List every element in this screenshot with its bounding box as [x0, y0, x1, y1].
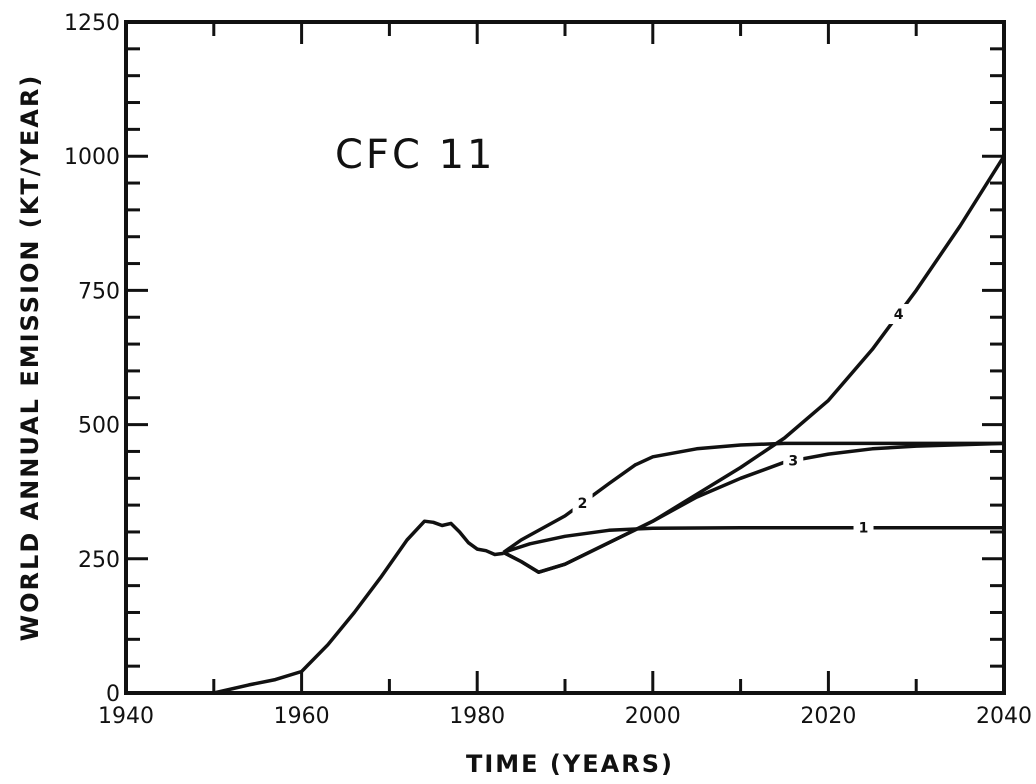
axis-ticks — [124, 20, 1006, 695]
y-tick-labels: 0 250 500 750 1000 1250 — [64, 11, 120, 707]
x-tick-label: 2020 — [800, 704, 856, 729]
historical-line — [213, 519, 504, 695]
y-axis-title: WORLD ANNUAL EMISSION (KT/YEAR) — [16, 74, 44, 642]
series-label-gap — [572, 492, 593, 513]
series-line-2 — [502, 441, 1004, 554]
x-tick-label: 2000 — [625, 704, 681, 729]
series-label-gap — [888, 304, 909, 325]
x-tick-labels: 1940 1960 1980 2000 2020 2040 — [98, 704, 1032, 729]
x-tick-label: 1940 — [98, 704, 154, 729]
series-label-gap — [853, 517, 874, 538]
x-tick-label: 1960 — [274, 704, 330, 729]
x-axis-title: TIME (YEARS) — [466, 750, 674, 778]
series-lines — [213, 155, 1006, 695]
series-label-3: 3 — [788, 454, 798, 470]
y-tick-label: 250 — [78, 548, 120, 573]
series-label-2: 2 — [578, 496, 588, 512]
x-tick-label: 2040 — [976, 704, 1032, 729]
y-tick-label: 0 — [106, 682, 120, 707]
series-labels: 1 2 3 4 — [572, 304, 909, 538]
y-tick-label: 1250 — [64, 11, 120, 36]
series-line-1 — [502, 525, 1004, 555]
chart-title: CFC 11 — [335, 132, 495, 178]
y-tick-label: 750 — [78, 279, 120, 304]
series-label-1: 1 — [859, 521, 869, 537]
y-tick-label: 1000 — [64, 145, 120, 170]
y-tick-label: 500 — [78, 414, 120, 439]
plot-frame — [124, 20, 1006, 695]
series-line-4 — [502, 155, 1006, 574]
series-label-gap — [783, 450, 804, 471]
series-label-4: 4 — [894, 307, 904, 323]
x-tick-label: 1980 — [449, 704, 505, 729]
